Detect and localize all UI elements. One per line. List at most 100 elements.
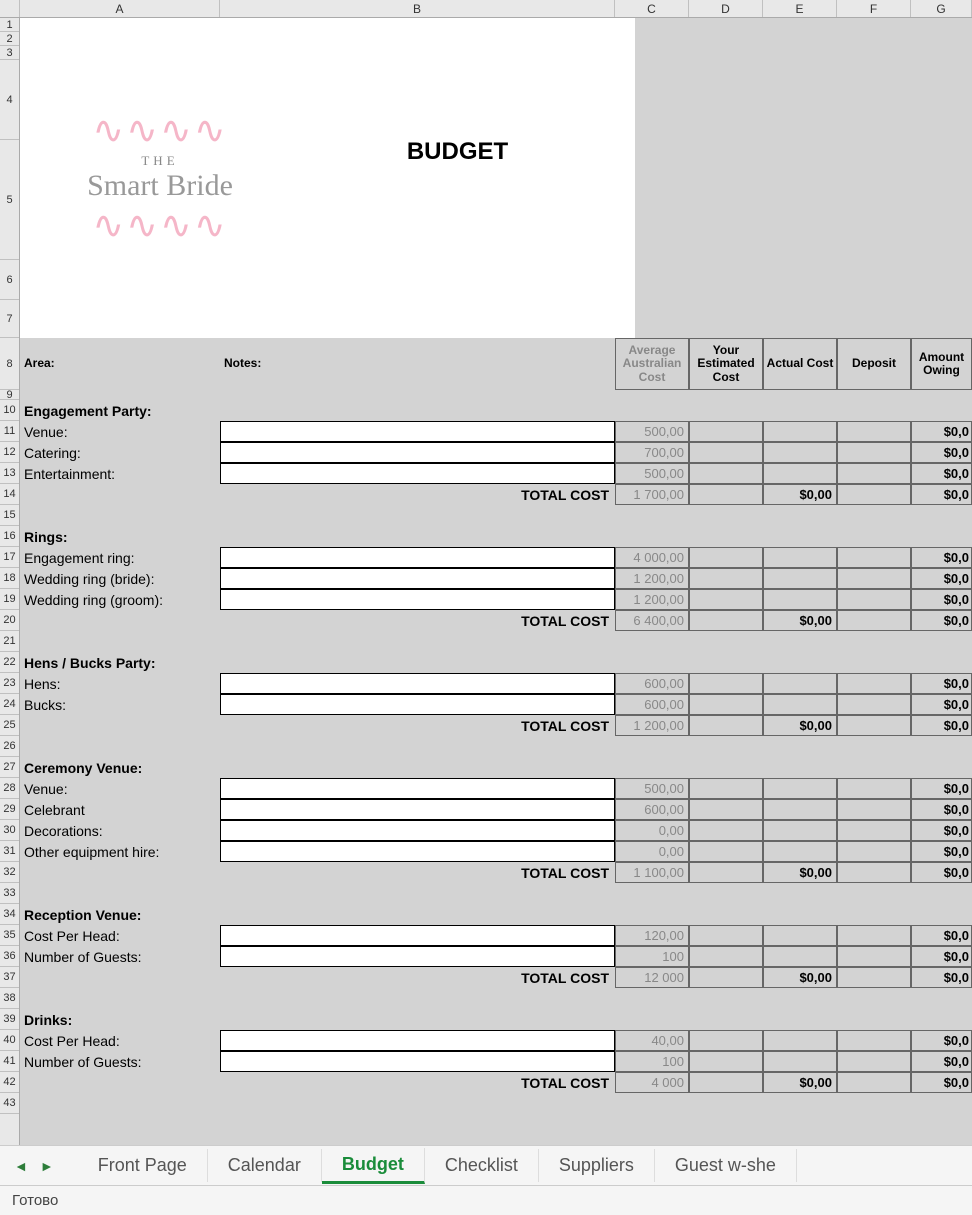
notes-input[interactable] (220, 1030, 615, 1051)
sheet-tab-checklist[interactable]: Checklist (425, 1149, 539, 1182)
est-cost-cell[interactable] (689, 1051, 763, 1072)
actual-cost-cell[interactable] (763, 589, 837, 610)
row-header-39[interactable]: 39 (0, 1009, 19, 1030)
sheet-tab-guest-w-she[interactable]: Guest w-she (655, 1149, 797, 1182)
est-cost-cell[interactable] (689, 442, 763, 463)
col-header-f[interactable]: F (837, 0, 911, 17)
row-header-6[interactable]: 6 (0, 260, 19, 300)
col-header-b[interactable]: B (220, 0, 615, 17)
est-cost-cell[interactable] (689, 673, 763, 694)
row-header-23[interactable]: 23 (0, 673, 19, 694)
col-header-d[interactable]: D (689, 0, 763, 17)
row-header-15[interactable]: 15 (0, 505, 19, 526)
actual-cost-cell[interactable] (763, 1051, 837, 1072)
row-header-20[interactable]: 20 (0, 610, 19, 631)
row-header-19[interactable]: 19 (0, 589, 19, 610)
row-header-14[interactable]: 14 (0, 484, 19, 505)
notes-input[interactable] (220, 1051, 615, 1072)
row-header-34[interactable]: 34 (0, 904, 19, 925)
deposit-cell[interactable] (837, 925, 911, 946)
notes-input[interactable] (220, 442, 615, 463)
row-header-22[interactable]: 22 (0, 652, 19, 673)
est-cost-cell[interactable] (689, 547, 763, 568)
est-cost-cell[interactable] (689, 946, 763, 967)
tab-next-icon[interactable]: ► (36, 1156, 58, 1176)
col-header-e[interactable]: E (763, 0, 837, 17)
deposit-cell[interactable] (837, 694, 911, 715)
row-header-42[interactable]: 42 (0, 1072, 19, 1093)
tab-prev-icon[interactable]: ◄ (10, 1156, 32, 1176)
col-header-g[interactable]: G (911, 0, 972, 17)
est-cost-cell[interactable] (689, 820, 763, 841)
deposit-cell[interactable] (837, 673, 911, 694)
actual-cost-cell[interactable] (763, 946, 837, 967)
row-header-31[interactable]: 31 (0, 841, 19, 862)
notes-input[interactable] (220, 694, 615, 715)
actual-cost-cell[interactable] (763, 1030, 837, 1051)
actual-cost-cell[interactable] (763, 841, 837, 862)
row-header-40[interactable]: 40 (0, 1030, 19, 1051)
row-header-36[interactable]: 36 (0, 946, 19, 967)
row-header-9[interactable]: 9 (0, 390, 19, 400)
col-header-c[interactable]: C (615, 0, 689, 17)
actual-cost-cell[interactable] (763, 442, 837, 463)
deposit-cell[interactable] (837, 547, 911, 568)
notes-input[interactable] (220, 673, 615, 694)
actual-cost-cell[interactable] (763, 778, 837, 799)
notes-input[interactable] (220, 463, 615, 484)
row-header-7[interactable]: 7 (0, 300, 19, 338)
row-header-28[interactable]: 28 (0, 778, 19, 799)
row-header-18[interactable]: 18 (0, 568, 19, 589)
notes-input[interactable] (220, 778, 615, 799)
row-header-21[interactable]: 21 (0, 631, 19, 652)
notes-input[interactable] (220, 925, 615, 946)
est-cost-cell[interactable] (689, 421, 763, 442)
notes-input[interactable] (220, 946, 615, 967)
deposit-cell[interactable] (837, 778, 911, 799)
row-header-4[interactable]: 4 (0, 60, 19, 140)
actual-cost-cell[interactable] (763, 799, 837, 820)
row-header-37[interactable]: 37 (0, 967, 19, 988)
sheet-tab-suppliers[interactable]: Suppliers (539, 1149, 655, 1182)
row-header-16[interactable]: 16 (0, 526, 19, 547)
deposit-cell[interactable] (837, 421, 911, 442)
sheet-tab-budget[interactable]: Budget (322, 1148, 425, 1184)
notes-input[interactable] (220, 820, 615, 841)
actual-cost-cell[interactable] (763, 673, 837, 694)
cells-container[interactable]: ∿∿∿∿ THE Smart Bride ∿∿∿∿ BUDGET Area:No… (20, 18, 972, 1145)
row-header-8[interactable]: 8 (0, 338, 19, 390)
est-cost-cell[interactable] (689, 925, 763, 946)
est-cost-cell[interactable] (689, 799, 763, 820)
est-cost-cell[interactable] (689, 568, 763, 589)
row-header-35[interactable]: 35 (0, 925, 19, 946)
row-header-3[interactable]: 3 (0, 46, 19, 60)
notes-input[interactable] (220, 547, 615, 568)
actual-cost-cell[interactable] (763, 568, 837, 589)
est-cost-cell[interactable] (689, 694, 763, 715)
est-cost-cell[interactable] (689, 778, 763, 799)
row-header-38[interactable]: 38 (0, 988, 19, 1009)
est-cost-cell[interactable] (689, 463, 763, 484)
est-cost-cell[interactable] (689, 589, 763, 610)
notes-input[interactable] (220, 421, 615, 442)
row-header-24[interactable]: 24 (0, 694, 19, 715)
actual-cost-cell[interactable] (763, 925, 837, 946)
row-header-26[interactable]: 26 (0, 736, 19, 757)
row-header-27[interactable]: 27 (0, 757, 19, 778)
deposit-cell[interactable] (837, 568, 911, 589)
deposit-cell[interactable] (837, 799, 911, 820)
deposit-cell[interactable] (837, 463, 911, 484)
est-cost-cell[interactable] (689, 841, 763, 862)
deposit-cell[interactable] (837, 946, 911, 967)
row-header-32[interactable]: 32 (0, 862, 19, 883)
row-header-1[interactable]: 1 (0, 18, 19, 32)
row-header-43[interactable]: 43 (0, 1093, 19, 1114)
sheet-tab-front-page[interactable]: Front Page (78, 1149, 208, 1182)
deposit-cell[interactable] (837, 841, 911, 862)
deposit-cell[interactable] (837, 820, 911, 841)
row-header-25[interactable]: 25 (0, 715, 19, 736)
row-header-13[interactable]: 13 (0, 463, 19, 484)
row-header-29[interactable]: 29 (0, 799, 19, 820)
row-header-5[interactable]: 5 (0, 140, 19, 260)
actual-cost-cell[interactable] (763, 463, 837, 484)
